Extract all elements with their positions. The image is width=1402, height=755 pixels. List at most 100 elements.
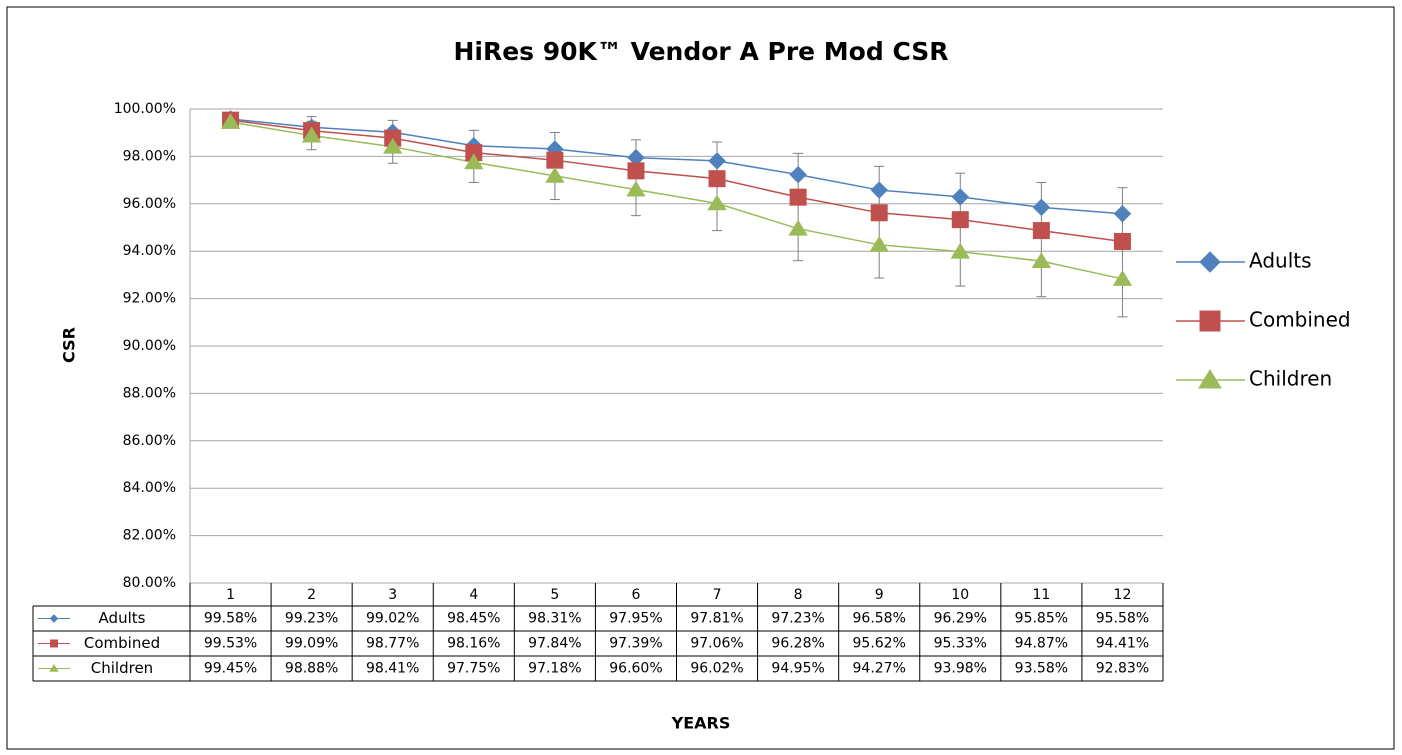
data-point (1112, 269, 1133, 286)
table-cell: 99.45% (204, 661, 257, 677)
table-cell: 96.28% (771, 636, 824, 652)
data-point (1113, 232, 1131, 250)
legend-label: Adults (1249, 249, 1312, 273)
table-cell: 97.84% (528, 636, 581, 652)
data-point (627, 162, 645, 180)
table-cell: 98.88% (285, 661, 338, 677)
table-cell: 98.77% (366, 636, 419, 652)
legend-marker (1199, 310, 1221, 332)
table-cell: 93.58% (1015, 661, 1068, 677)
data-point (220, 113, 241, 129)
data-point (707, 194, 727, 211)
x-tick-label: 9 (875, 587, 884, 603)
table-cell: 99.02% (366, 611, 419, 627)
data-point (869, 235, 889, 252)
table-cell: 98.45% (447, 611, 500, 627)
series-line (230, 121, 1123, 280)
data-point (951, 211, 969, 229)
data-point (789, 165, 807, 184)
x-tick-label: 5 (550, 587, 559, 603)
data-point (1113, 205, 1132, 223)
table-row-label: Adults (99, 609, 146, 627)
x-axis-label: YEARS (671, 714, 731, 733)
table-row-label: Combined (84, 634, 160, 652)
y-tick-label: 80.00% (123, 575, 176, 591)
x-tick-label: 4 (469, 587, 478, 603)
y-tick-label: 86.00% (123, 433, 176, 449)
x-tick-label: 10 (951, 587, 969, 603)
data-point (1032, 222, 1050, 240)
legend-label: Combined (1249, 308, 1351, 332)
data-point (301, 126, 322, 143)
legend-label: Children (1249, 367, 1332, 391)
data-point (870, 204, 888, 222)
y-tick-label: 82.00% (123, 528, 176, 544)
y-tick-label: 84.00% (123, 480, 176, 496)
series-line (230, 119, 1123, 243)
table-cell: 92.83% (1096, 661, 1149, 677)
data-point (708, 170, 726, 188)
table-cell: 96.02% (690, 661, 743, 677)
table-cell: 98.41% (366, 661, 419, 677)
y-tick-label: 94.00% (123, 243, 176, 259)
legend-marker (1198, 369, 1222, 389)
x-tick-label: 6 (631, 587, 640, 603)
table-cell: 94.87% (1015, 636, 1068, 652)
data-point (546, 151, 564, 169)
x-tick-label: 11 (1032, 587, 1050, 603)
data-point (788, 219, 808, 236)
table-cell: 97.95% (609, 611, 662, 627)
y-tick-label: 88.00% (123, 385, 176, 401)
data-point (951, 188, 969, 206)
table-cell: 97.39% (609, 636, 662, 652)
table-legend-marker (49, 614, 59, 623)
table-cell: 99.53% (204, 636, 257, 652)
legend-marker (1199, 251, 1221, 273)
data-point (708, 152, 726, 170)
x-tick-label: 2 (307, 587, 316, 603)
table-legend-marker (49, 664, 59, 672)
table-cell: 94.95% (771, 661, 824, 677)
data-point (1032, 198, 1051, 217)
x-tick-label: 3 (388, 587, 397, 603)
table-cell: 96.60% (609, 661, 662, 677)
table-cell: 98.31% (528, 611, 581, 627)
table-cell: 95.33% (934, 636, 987, 652)
table-cell: 99.09% (285, 636, 338, 652)
x-tick-label: 8 (794, 587, 803, 603)
table-cell: 96.58% (853, 611, 906, 627)
data-point (383, 137, 403, 154)
data-point (1031, 252, 1052, 269)
table-legend-marker (50, 639, 58, 648)
table-cell: 99.58% (204, 611, 257, 627)
data-point (626, 180, 646, 197)
table-row-label: Children (91, 659, 153, 677)
chart-title: HiRes 90K™ Vendor A Pre Mod CSR (453, 37, 948, 66)
table-cell: 94.41% (1096, 636, 1149, 652)
y-tick-label: 96.00% (123, 196, 176, 212)
series-line (230, 118, 1123, 215)
data-point (789, 188, 807, 206)
y-tick-label: 100.00% (114, 101, 176, 117)
y-tick-label: 90.00% (123, 338, 176, 354)
x-tick-label: 7 (713, 587, 722, 603)
y-tick-label: 98.00% (123, 148, 176, 164)
data-point (870, 181, 888, 199)
data-point (464, 153, 484, 170)
table-cell: 99.23% (285, 611, 338, 627)
table-cell: 97.23% (771, 611, 824, 627)
table-cell: 97.06% (690, 636, 743, 652)
y-tick-label: 92.00% (123, 291, 176, 307)
table-cell: 95.58% (1096, 611, 1149, 627)
data-point (950, 242, 970, 259)
table-cell: 97.18% (528, 661, 581, 677)
table-cell: 96.29% (934, 611, 987, 627)
table-cell: 94.27% (853, 661, 906, 677)
data-point (545, 166, 565, 183)
table-cell: 95.85% (1015, 611, 1068, 627)
table-cell: 95.62% (853, 636, 906, 652)
table-cell: 93.98% (934, 661, 987, 677)
y-axis-label: CSR (60, 327, 79, 363)
